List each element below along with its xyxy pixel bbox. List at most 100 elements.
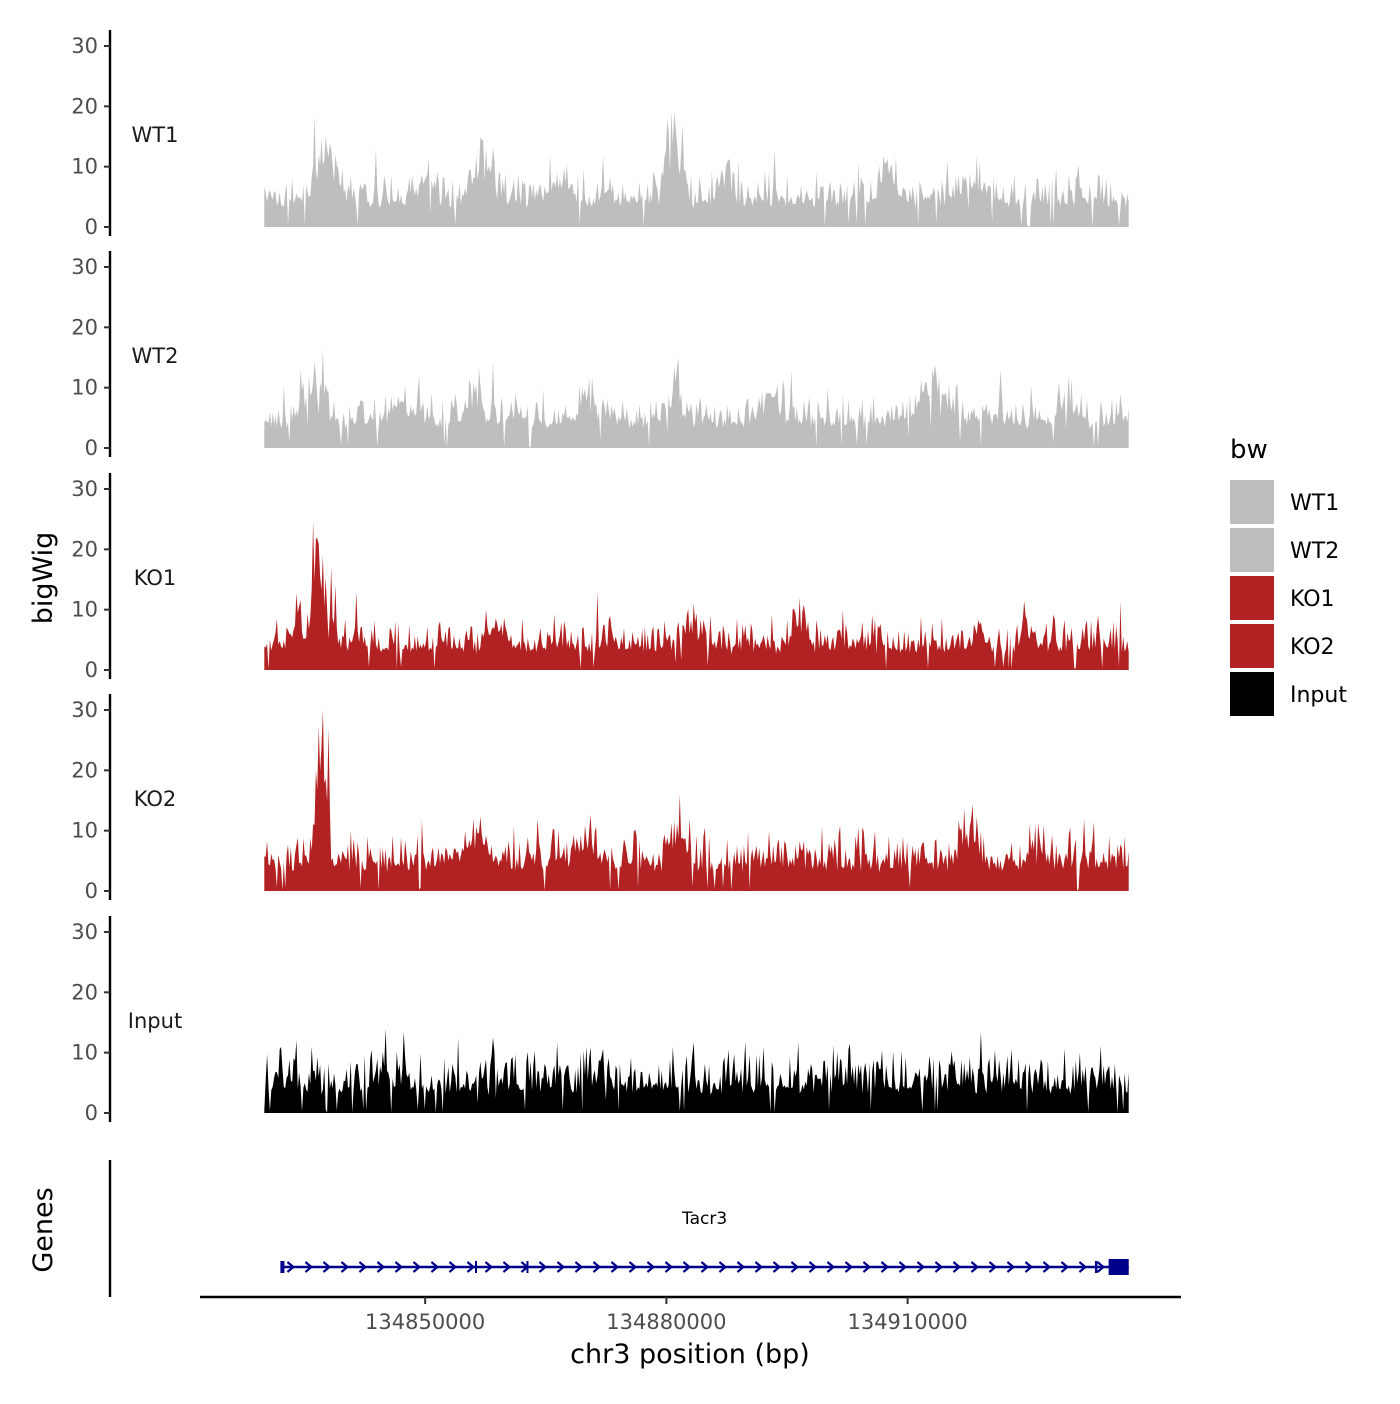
y-tick-label: 0 [85, 1101, 98, 1125]
y-tick-label: 10 [71, 819, 98, 843]
genes-track-title: Genes [28, 1187, 59, 1272]
track-label-input: Input [128, 1009, 182, 1033]
strand-arrow [844, 1261, 854, 1273]
signal-area-input [264, 1028, 1129, 1113]
track-label-ko1: KO1 [134, 566, 177, 590]
genes-track: Tacr3 [108, 1160, 1129, 1297]
strand-arrow [394, 1261, 404, 1273]
strand-arrow [538, 1261, 548, 1273]
strand-arrow [1096, 1261, 1106, 1273]
strand-arrow [358, 1261, 368, 1273]
gene-name-label: Tacr3 [681, 1209, 727, 1229]
y-tick-label: 10 [71, 155, 98, 179]
y-tick-label: 20 [71, 537, 98, 561]
exon [1094, 1261, 1098, 1273]
legend-swatch-ko2 [1230, 624, 1274, 668]
legend-swatch-input [1230, 672, 1274, 716]
y-tick-label: 30 [71, 34, 98, 58]
track-label-wt1: WT1 [132, 123, 179, 147]
exon [475, 1261, 478, 1273]
y-tick-label: 0 [85, 215, 98, 239]
track-label-wt2: WT2 [132, 344, 179, 368]
y-tick-label: 10 [71, 1041, 98, 1065]
strand-arrow [1006, 1261, 1016, 1273]
y-tick-label: 0 [85, 436, 98, 460]
y-tick-label: 20 [71, 758, 98, 782]
strand-arrow [736, 1261, 746, 1273]
legend-swatch-wt2 [1230, 528, 1274, 572]
legend-swatch-wt1 [1230, 480, 1274, 524]
strand-arrow [790, 1261, 800, 1273]
strand-arrow [916, 1261, 926, 1273]
strand-arrow [484, 1261, 494, 1273]
strand-arrow [574, 1261, 584, 1273]
legend-label-wt1: WT1 [1290, 491, 1339, 516]
strand-arrow [592, 1261, 602, 1273]
x-tick-label: 134910000 [847, 1310, 967, 1334]
y-tick-label: 0 [85, 879, 98, 903]
strand-arrow [412, 1261, 422, 1273]
strand-arrow [466, 1261, 476, 1273]
strand-arrow [952, 1261, 962, 1273]
strand-arrow [934, 1261, 944, 1273]
strand-arrow [682, 1261, 692, 1273]
strand-arrow [880, 1261, 890, 1273]
y-tick-label: 10 [71, 598, 98, 622]
strand-arrow [376, 1261, 386, 1273]
strand-arrow [718, 1261, 728, 1273]
signal-area-ko2 [264, 710, 1129, 891]
x-tick-label: 134880000 [606, 1310, 726, 1334]
strand-arrow [340, 1261, 350, 1273]
y-tick-label: 10 [71, 376, 98, 400]
signal-area-wt1 [264, 110, 1129, 227]
y-tick-label: 20 [71, 94, 98, 118]
strand-arrow [826, 1261, 836, 1273]
strand-arrow [898, 1261, 908, 1273]
x-tick-label: 134850000 [365, 1310, 485, 1334]
legend-label-input: Input [1290, 683, 1347, 708]
exon [526, 1261, 529, 1273]
x-axis-title: chr3 position (bp) [570, 1339, 810, 1370]
strand-arrow [556, 1261, 566, 1273]
strand-arrow [664, 1261, 674, 1273]
strand-arrow [1042, 1261, 1052, 1273]
strand-arrow [448, 1261, 458, 1273]
strand-arrow [430, 1261, 440, 1273]
tracks-group [264, 110, 1129, 1113]
strand-arrow [754, 1261, 764, 1273]
strand-arrow [1024, 1261, 1034, 1273]
exon [1108, 1259, 1129, 1275]
y-axes-group: WT1 0 10 20 30 WT2 0 10 20 30 KO1 0 10 20 30 KO2 0 10 20 30… [71, 30, 182, 1125]
strand-arrow [1060, 1261, 1070, 1273]
legend-label-wt2: WT2 [1290, 539, 1339, 564]
y-axis-title: bigWig [28, 532, 59, 625]
signal-area-wt2 [264, 348, 1129, 448]
exon [280, 1261, 285, 1273]
strand-arrow [862, 1261, 872, 1273]
strand-arrow [988, 1261, 998, 1273]
strand-arrow [628, 1261, 638, 1273]
y-tick-label: 20 [71, 980, 98, 1004]
legend-title: bw [1230, 435, 1268, 465]
strand-arrow [772, 1261, 782, 1273]
legend-label-ko1: KO1 [1290, 587, 1335, 612]
strand-arrow [502, 1261, 512, 1273]
legend: bw WT1 WT2 KO1 KO2 Input [1230, 435, 1347, 716]
strand-arrow [322, 1261, 332, 1273]
strand-arrow [1078, 1261, 1088, 1273]
strand-arrow [700, 1261, 710, 1273]
y-tick-label: 30 [71, 920, 98, 944]
y-tick-label: 30 [71, 698, 98, 722]
y-tick-label: 0 [85, 658, 98, 682]
strand-arrow [304, 1261, 314, 1273]
signal-area-ko1 [264, 522, 1129, 670]
y-tick-label: 30 [71, 477, 98, 501]
strand-arrow [610, 1261, 620, 1273]
x-axis: 134850000 134880000 134910000 [200, 1295, 1181, 1334]
strand-arrow [646, 1261, 656, 1273]
legend-label-ko2: KO2 [1290, 635, 1335, 660]
strand-arrow [970, 1261, 980, 1273]
